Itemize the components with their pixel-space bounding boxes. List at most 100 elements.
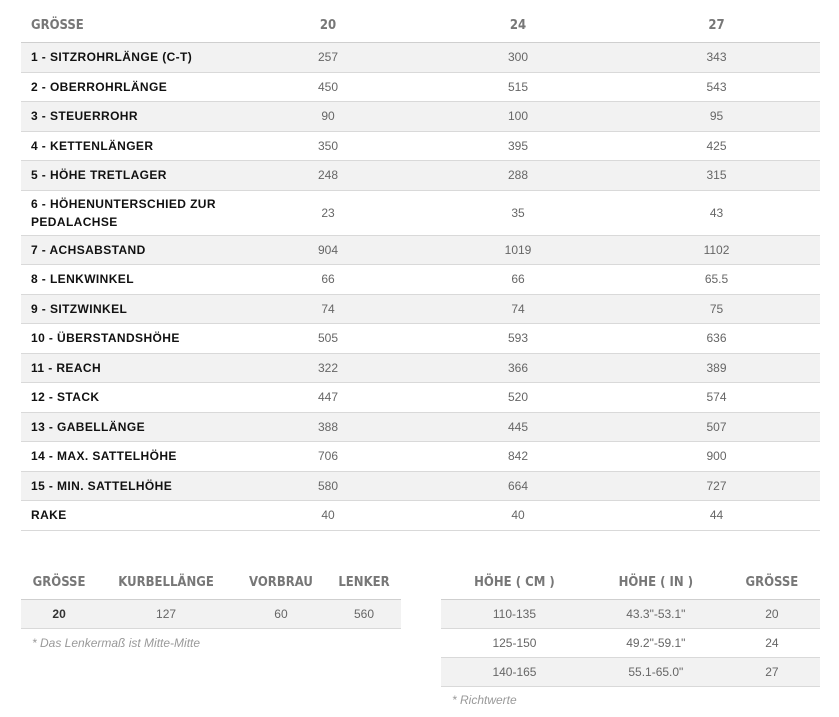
value-27: 343: [613, 42, 820, 73]
value-27: 43: [613, 190, 820, 236]
row-label: 10 - ÜBERSTANDSHÖHE: [21, 323, 233, 354]
table-row: 7 - ACHSABSTAND 904 1019 1102: [21, 235, 820, 265]
row-label: 12 - STACK: [21, 382, 233, 413]
height-in-value: 55.1-65.0": [587, 657, 724, 687]
value-27: 507: [613, 412, 820, 442]
value-27: 95: [613, 101, 820, 132]
table-row: 1 - SITZROHRLÄNGE (C-T) 257 300 343: [21, 42, 820, 73]
value-24: 300: [423, 42, 613, 73]
table-row: 14 - MAX. SATTELHÖHE 706 842 900: [21, 441, 820, 472]
table-row: 2 - OBERROHRLÄNGE 450 515 543: [21, 72, 820, 102]
table-row: 8 - LENKWINKEL 66 66 65.5: [21, 264, 820, 295]
height-table: HÖHE ( CM ) HÖHE ( IN ) GRÖSSE 110-135 4…: [441, 565, 820, 687]
height-cm-value: 125-150: [441, 628, 588, 658]
value-24: 395: [423, 131, 613, 161]
crank-length-value: 127: [97, 599, 235, 629]
guideline-note: * Richtwerte: [452, 693, 517, 707]
header-size: GRÖSSE: [21, 565, 98, 600]
value-20: 74: [233, 294, 423, 324]
value-24: 664: [423, 471, 613, 501]
table-row: 4 - KETTENLÄNGER 350 395 425: [21, 131, 820, 161]
table-row: 12 - STACK 447 520 574: [21, 382, 820, 413]
row-label: RAKE: [21, 500, 233, 531]
stem-value: 60: [234, 599, 327, 629]
value-24: 100: [423, 101, 613, 132]
table-row: 13 - GABELLÄNGE 388 445 507: [21, 412, 820, 442]
value-24: 842: [423, 441, 613, 472]
table-row: 3 - STEUERROHR 90 100 95: [21, 101, 820, 132]
row-label: 2 - OBERROHRLÄNGE: [21, 72, 233, 102]
value-20: 257: [233, 42, 423, 73]
table-row: 10 - ÜBERSTANDSHÖHE 505 593 636: [21, 323, 820, 354]
value-24: 288: [423, 160, 613, 191]
row-label: 11 - REACH: [21, 353, 233, 383]
value-20: 322: [233, 353, 423, 383]
header-size-24: 24: [423, 8, 613, 43]
handlebar-value: 560: [327, 599, 401, 629]
row-label: 14 - MAX. SATTELHÖHE: [21, 441, 233, 472]
header-handlebar: LENKER: [327, 565, 401, 600]
value-20: 447: [233, 382, 423, 413]
table-row: RAKE 40 40 44: [21, 500, 820, 531]
header-size-20: 20: [233, 8, 423, 43]
value-27: 44: [613, 500, 820, 531]
size-value: 27: [723, 657, 820, 687]
value-24: 66: [423, 264, 613, 295]
height-in-value: 43.3"-53.1": [587, 599, 724, 629]
header-height-cm: HÖHE ( CM ): [441, 565, 588, 600]
value-24: 593: [423, 323, 613, 354]
size-value: 20: [723, 599, 820, 629]
height-in-value: 49.2"-59.1": [587, 628, 724, 658]
value-24: 515: [423, 72, 613, 102]
table-row: 6 - HÖHENUNTERSCHIED ZUR PEDALACHSE 23 3…: [21, 190, 820, 236]
value-20: 505: [233, 323, 423, 354]
value-27: 900: [613, 441, 820, 472]
value-27: 75: [613, 294, 820, 324]
row-label: 4 - KETTENLÄNGER: [21, 131, 233, 161]
header-size: GRÖSSE: [21, 8, 233, 43]
value-24: 445: [423, 412, 613, 442]
crank-header-row: GRÖSSE KURBELLÄNGE VORBRAU LENKER: [21, 565, 401, 600]
size-value: 20: [21, 599, 98, 629]
value-20: 706: [233, 441, 423, 472]
header-stem: VORBRAU: [234, 565, 327, 600]
value-27: 425: [613, 131, 820, 161]
value-20: 66: [233, 264, 423, 295]
row-label: 1 - SITZROHRLÄNGE (C-T): [21, 42, 233, 73]
value-27: 65.5: [613, 264, 820, 295]
table-row: 125-150 49.2"-59.1" 24: [441, 628, 820, 658]
row-label: 7 - ACHSABSTAND: [21, 235, 233, 265]
value-27: 574: [613, 382, 820, 413]
row-label: 3 - STEUERROHR: [21, 101, 233, 132]
table-row: 9 - SITZWINKEL 74 74 75: [21, 294, 820, 324]
value-24: 35: [423, 190, 613, 236]
value-27: 727: [613, 471, 820, 501]
row-label: 15 - MIN. SATTELHÖHE: [21, 471, 233, 501]
value-27: 389: [613, 353, 820, 383]
row-label: 8 - LENKWINKEL: [21, 264, 233, 295]
table-row: 5 - HÖHE TRETLAGER 248 288 315: [21, 160, 820, 191]
row-label: 6 - HÖHENUNTERSCHIED ZUR PEDALACHSE: [21, 190, 233, 236]
value-24: 1019: [423, 235, 613, 265]
value-20: 40: [233, 500, 423, 531]
value-20: 580: [233, 471, 423, 501]
value-20: 450: [233, 72, 423, 102]
value-20: 904: [233, 235, 423, 265]
geometry-header-row: GRÖSSE 20 24 27: [21, 8, 820, 43]
value-20: 248: [233, 160, 423, 191]
table-row: 140-165 55.1-65.0" 27: [441, 657, 820, 687]
value-20: 388: [233, 412, 423, 442]
value-24: 366: [423, 353, 613, 383]
value-27: 1102: [613, 235, 820, 265]
table-row: 11 - REACH 322 366 389: [21, 353, 820, 383]
height-cm-value: 110-135: [441, 599, 588, 629]
height-cm-value: 140-165: [441, 657, 588, 687]
table-row: 20 127 60 560: [21, 599, 401, 629]
value-27: 543: [613, 72, 820, 102]
value-24: 520: [423, 382, 613, 413]
value-24: 40: [423, 500, 613, 531]
geometry-table: GRÖSSE 20 24 27 1 - SITZROHRLÄNGE (C-T) …: [21, 8, 820, 531]
row-label: 9 - SITZWINKEL: [21, 294, 233, 324]
value-20: 350: [233, 131, 423, 161]
crank-table: GRÖSSE KURBELLÄNGE VORBRAU LENKER 20 127…: [21, 565, 401, 629]
